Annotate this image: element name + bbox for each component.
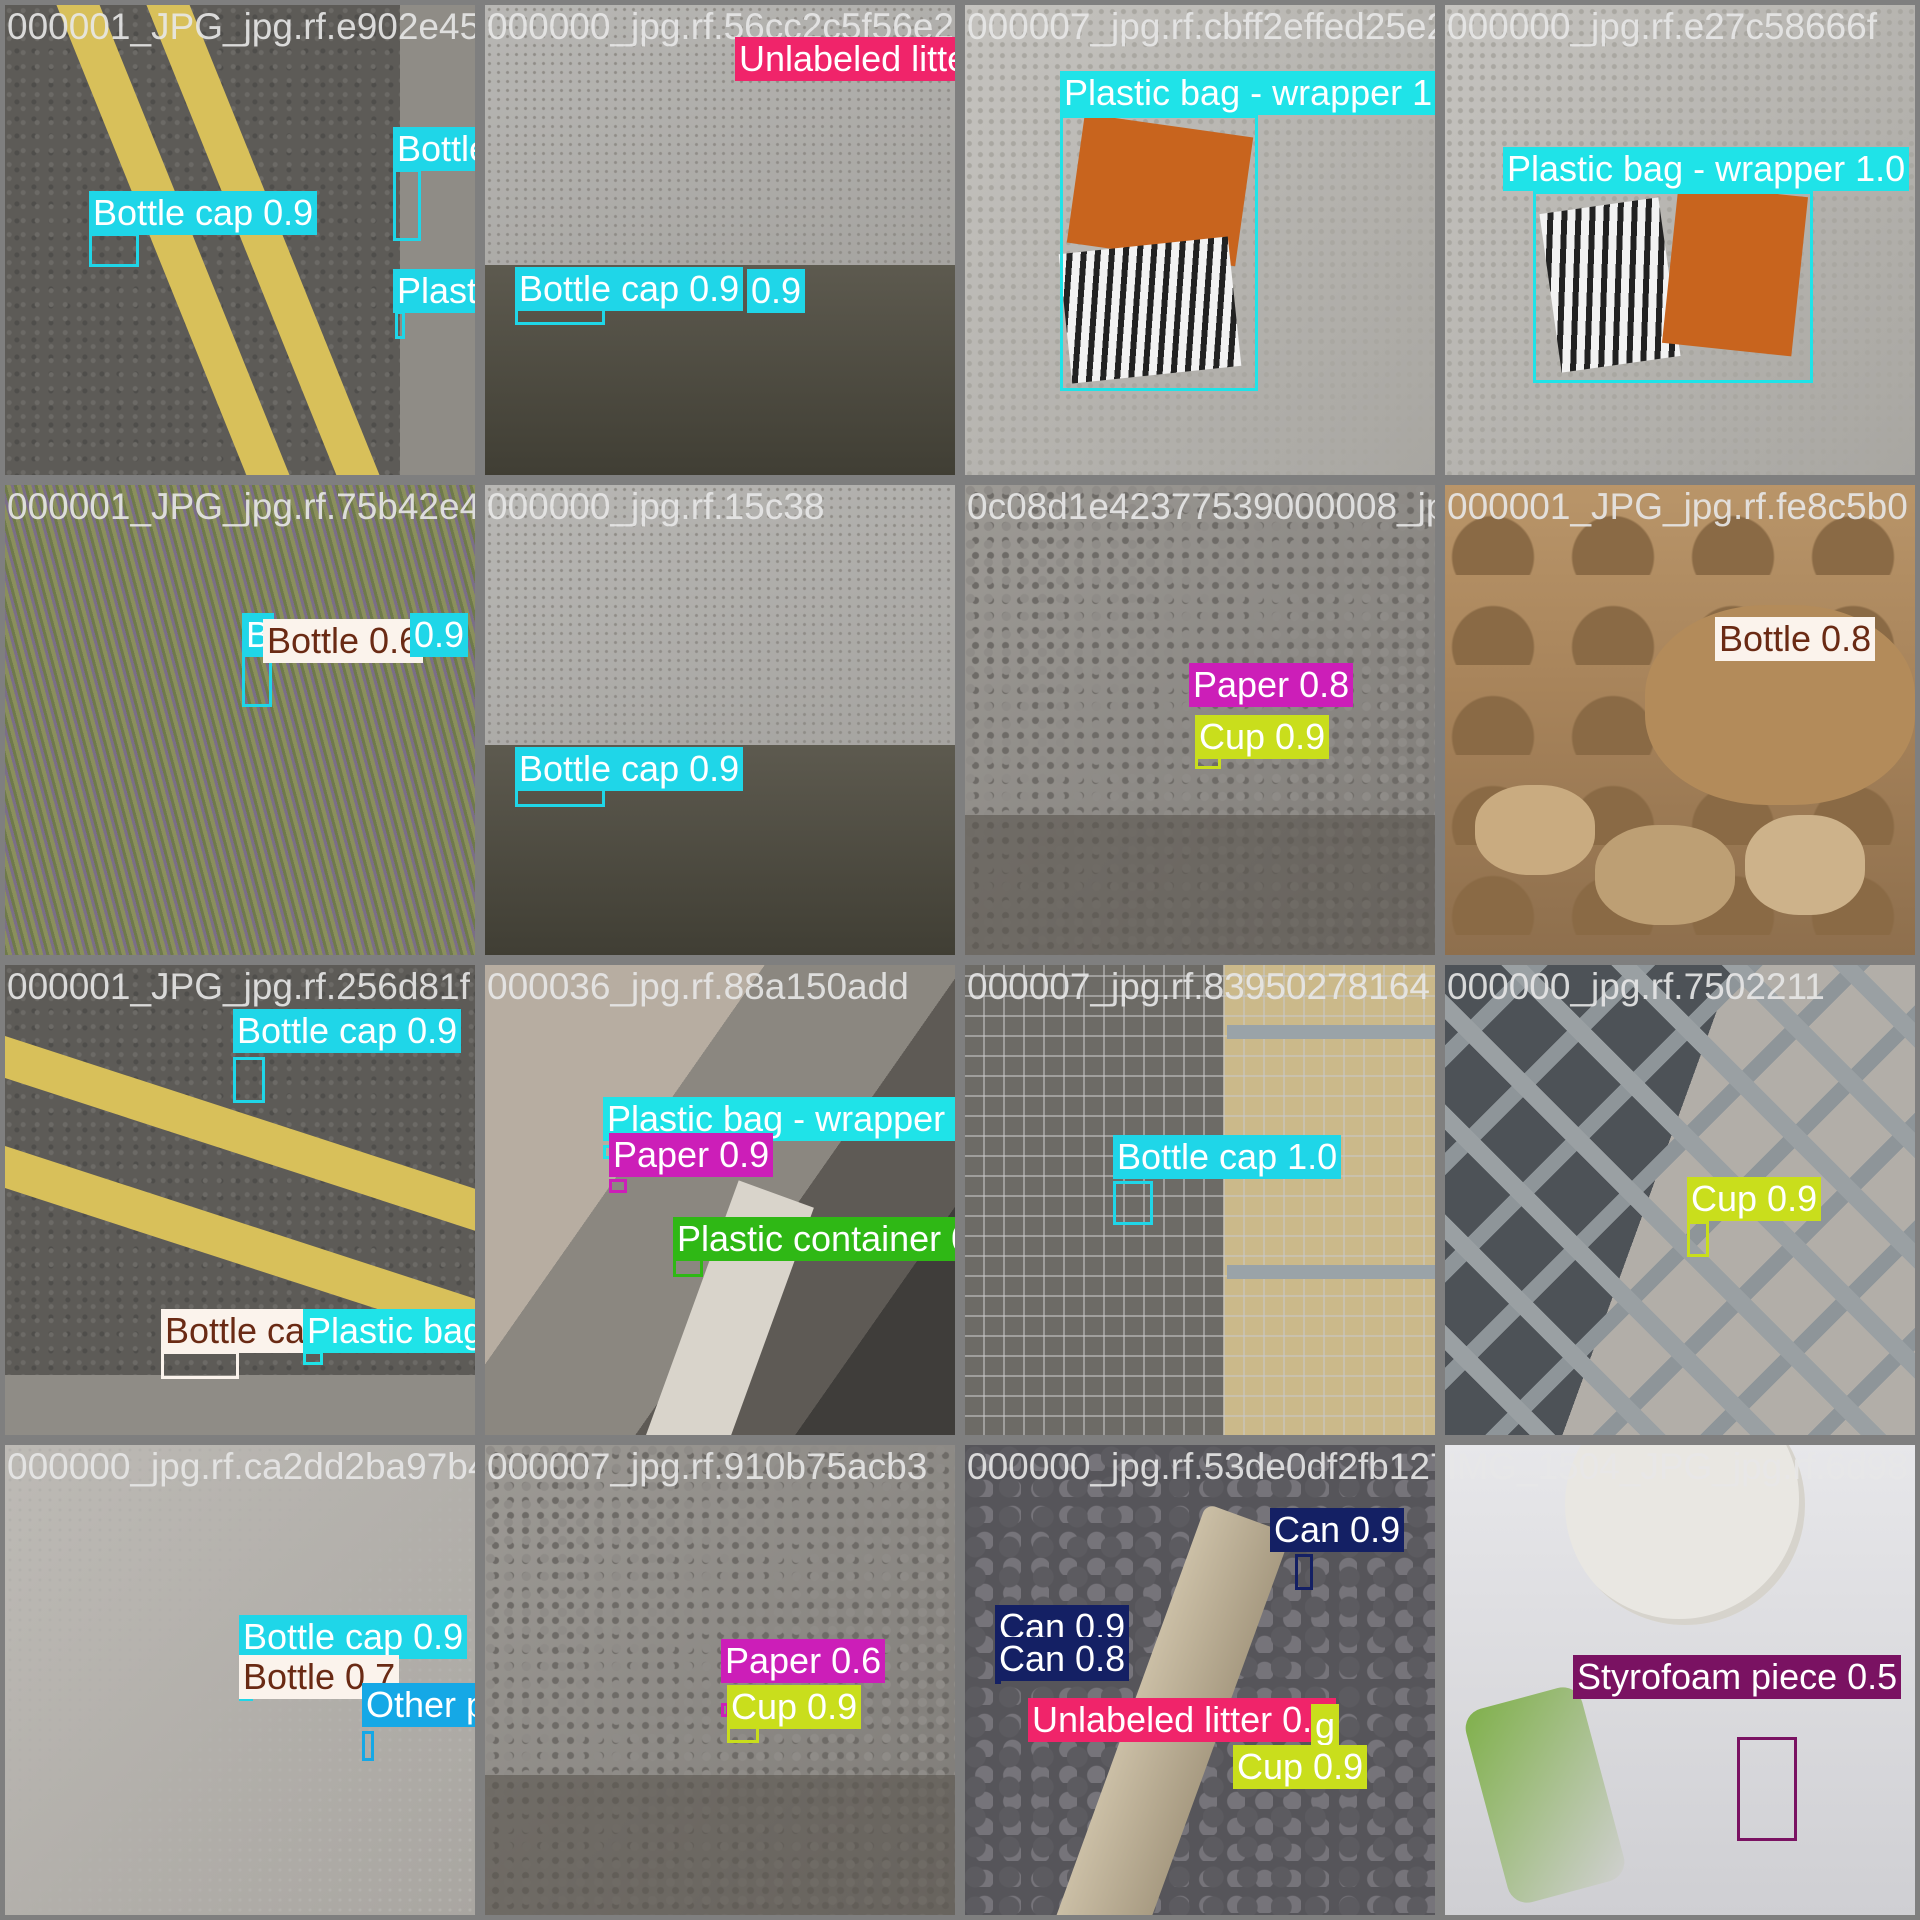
weeds — [965, 815, 1435, 955]
detection-box — [393, 169, 421, 241]
detection-box — [1687, 1221, 1709, 1257]
detection-box — [1113, 1181, 1153, 1225]
image-tile: 000007_jpg.rf.cbff2effed25e2757c53f3363 P… — [960, 0, 1440, 480]
tile-filename: 000000_jpg.rf.ca2dd2ba97b4 — [7, 1446, 480, 1487]
detection-label: Cup 0.9 — [727, 1685, 862, 1729]
image-tile: IMG_1504_JPG_jpg.rf.6d98 Styrofoam piece … — [1440, 1440, 1920, 1920]
image-tile: 000001_JPG_jpg.rf.256d81f Bottle cap 0.9 B… — [0, 960, 480, 1440]
tile-filename: 000000_jpg.rf.7502211 — [1447, 966, 1825, 1007]
detection-label: Plastic bag - wrapper 1.0 — [1060, 71, 1435, 115]
detection-box — [1737, 1737, 1797, 1841]
tile-filename: 000001_JPG_jpg.rf.fe8c5b0 — [1447, 486, 1908, 527]
image-tile: 000036_jpg.rf.88a150add Plastic bag - wra… — [480, 960, 960, 1440]
detection-box — [1060, 115, 1258, 391]
detection-box — [161, 1351, 239, 1379]
tile-filename: 000000_jpg.rf.e27c58666f — [1447, 6, 1877, 47]
detection-label: Styrofoam piece 0.5 — [1573, 1655, 1902, 1699]
image-tile: 000000_jpg.rf.e27c58666f Plastic bag - wr… — [1440, 0, 1920, 480]
detection-box — [89, 233, 139, 267]
tile-filename: 000001_JPG_jpg.rf.e902e45f0d0dc05bad6e8c… — [7, 6, 480, 47]
image-tile: 000007_jpg.rf.83950278164 Bottle cap 1.0 — [960, 960, 1440, 1440]
image-tile: 000000_jpg.rf.15c38 Bottle cap 0.9 — [480, 480, 960, 960]
image-tile: 000001_JPG_jpg.rf.75b42e4a0780000_jpg.rf… — [0, 480, 480, 960]
detection-label: Bottle ca — [161, 1309, 310, 1353]
image-tile: 000007_jpg.rf.910b75acb3 Paper 0.6 Cup 0.9 — [480, 1440, 960, 1920]
detection-label: Cup 0.9 — [1687, 1177, 1822, 1221]
detection-label: Paper 0.9 — [609, 1133, 774, 1177]
detection-label: Bottle 0.6 — [263, 619, 424, 663]
stone — [1745, 815, 1865, 915]
detection-label: Plastic — [393, 269, 475, 313]
tile-filename: 000001_JPG_jpg.rf.256d81f — [7, 966, 470, 1007]
tile-photo — [5, 485, 475, 955]
detection-box — [395, 311, 405, 339]
detection-label: 0.9 — [410, 613, 469, 657]
detection-box — [233, 1057, 265, 1103]
detection-label: Bottle cap 0.9 — [239, 1615, 468, 1659]
detection-label: 0.9 — [747, 269, 806, 313]
detection-label: Bottle cap 0.9 — [89, 191, 318, 235]
detection-label: Unlabeled litter 0.5 — [735, 37, 955, 81]
detection-label: Can 0.8 — [995, 1637, 1130, 1681]
detection-label: Paper 0.6 — [721, 1639, 886, 1683]
detection-label: Bottle cap 0.9 — [515, 747, 744, 791]
image-tile: 000000_jpg.rf.ca2dd2ba97b4 Bottle cap 0.9… — [0, 1440, 480, 1920]
rail — [1227, 1265, 1435, 1279]
image-tile: 0c08d1e42377539000008_jpg.rf Paper 0.8 Cup… — [960, 480, 1440, 960]
image-tile: 000000_jpg.rf.7502211 Cup 0.9 — [1440, 960, 1920, 1440]
image-tile: 000001_JPG_jpg.rf.e902e45f0d0dc05bad6e8c… — [0, 0, 480, 480]
tile-filename: 000036_jpg.rf.88a150add — [487, 966, 909, 1007]
tile-filename: 0c08d1e42377539000008_jpg.rf — [967, 486, 1435, 527]
detection-label: Bottle cap 0.9 — [515, 267, 744, 311]
tile-photo — [1445, 965, 1915, 1435]
image-tile: 000000_jpg.rf.56cc2c5f56e2c00008d1d6c8Un… — [480, 0, 960, 480]
tile-filename: 000000_jpg.rf.15c38 — [487, 486, 825, 527]
image-tile: 000000_jpg.rf.53de0df2fb127 Can 0.9 Can 0.… — [960, 1440, 1440, 1920]
detection-label: Bottle 0.8 — [1715, 617, 1876, 661]
detection-label: Plastic bag - wrapper 0.9 — [303, 1309, 475, 1353]
detection-box — [303, 1351, 323, 1365]
curb — [5, 1375, 475, 1435]
tile-filename: 000007_jpg.rf.cbff2effed25e2757c53f3363 — [967, 6, 1435, 47]
detection-label: Other plastic 0.9 — [362, 1683, 475, 1727]
detection-label: g — [1311, 1704, 1340, 1748]
tile-filename: 000007_jpg.rf.910b75acb3 — [487, 1446, 928, 1487]
curb — [400, 5, 475, 475]
detection-box — [1295, 1554, 1313, 1590]
tile-filename: 000000_jpg.rf.53de0df2fb127 — [967, 1446, 1440, 1487]
stone — [1475, 785, 1595, 875]
detection-label: Bottle cap 1.0 — [1113, 1135, 1342, 1179]
detection-label: Cup 0.9 — [1233, 1745, 1368, 1789]
detection-label: Paper 0.8 — [1189, 663, 1354, 707]
detection-label: Bottle cap 0.9 — [393, 127, 475, 171]
detection-box — [362, 1731, 374, 1761]
tile-filename: IMG_1504_JPG_jpg.rf.6d98 — [1447, 1446, 1908, 1487]
tile-photo — [965, 965, 1435, 1435]
detection-label: Can 0.9 — [1270, 1508, 1405, 1552]
detection-label: Bottle cap 0.9 — [233, 1009, 462, 1053]
detection-label: Plastic container 0.9 — [673, 1217, 955, 1261]
detection-label: Plastic bag - wrapper 1.0 — [1503, 147, 1910, 191]
detection-box — [1533, 191, 1813, 383]
image-tile: 000001_JPG_jpg.rf.fe8c5b0 Bottle 0.8 — [1440, 480, 1920, 960]
detection-box — [609, 1179, 627, 1193]
rail — [1227, 1025, 1435, 1039]
weeds — [485, 1775, 955, 1915]
tile-filename: 000001_JPG_jpg.rf.75b42e4a0780000_jpg.rf… — [7, 486, 480, 527]
detection-label: Unlabeled litter 0.8 — [1028, 1698, 1337, 1742]
tile-filename: 000007_jpg.rf.83950278164 — [967, 966, 1430, 1007]
stone — [1595, 825, 1735, 925]
detection-label: Cup 0.9 — [1195, 715, 1330, 759]
